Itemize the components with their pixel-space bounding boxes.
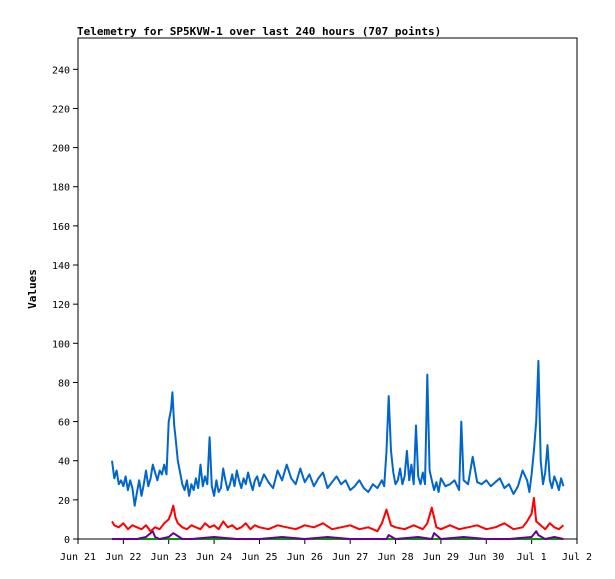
x-tick-label: Jun 25 <box>241 552 277 563</box>
x-tick-label: Jun 29 <box>423 552 459 563</box>
chart-title: Telemetry for SP5KVW-1 over last 240 hou… <box>77 25 441 38</box>
series-line <box>112 530 564 540</box>
series-layer <box>111 359 565 540</box>
y-tick-label: 180 <box>52 183 70 194</box>
series-line <box>111 359 565 507</box>
x-tick-label: Jul 2 <box>562 552 592 563</box>
y-tick-label: 80 <box>58 378 70 389</box>
y-tick-label: 20 <box>58 496 70 507</box>
x-tick-label: Jun 26 <box>287 552 323 563</box>
series-line <box>111 496 565 533</box>
x-axis: Jun 21 Jun 22 Jun 23 Jun 24 Jun 25 Jun 26 Jun … <box>60 539 592 563</box>
x-tick-label: Jun 28 <box>377 552 413 563</box>
y-tick-label: 60 <box>58 418 70 429</box>
x-tick-label: Jul 1 <box>517 552 547 563</box>
x-tick-label: Jun 30 <box>468 552 504 563</box>
y-tick-label: 160 <box>52 222 70 233</box>
y-tick-label: 0 <box>64 535 70 546</box>
x-tick-label: Jun 24 <box>196 552 232 563</box>
x-tick-label: Jun 21 <box>60 552 96 563</box>
x-tick-label: Jun 23 <box>151 552 187 563</box>
y-tick-label: 200 <box>52 144 70 155</box>
y-tick-label: 140 <box>52 261 70 272</box>
y-tick-label: 220 <box>52 104 70 115</box>
y-tick-label: 120 <box>52 300 70 311</box>
y-tick-label: 240 <box>52 65 70 76</box>
y-tick-label: 40 <box>58 457 70 468</box>
x-tick-label: Jun 22 <box>105 552 141 563</box>
y-tick-label: 100 <box>52 339 70 350</box>
y-axis: 0 20 40 60 80 100 120 140 160 180 200 220 240 <box>52 65 78 546</box>
y-axis-label: Values <box>26 269 39 309</box>
x-tick-label: Jun 27 <box>332 552 368 563</box>
